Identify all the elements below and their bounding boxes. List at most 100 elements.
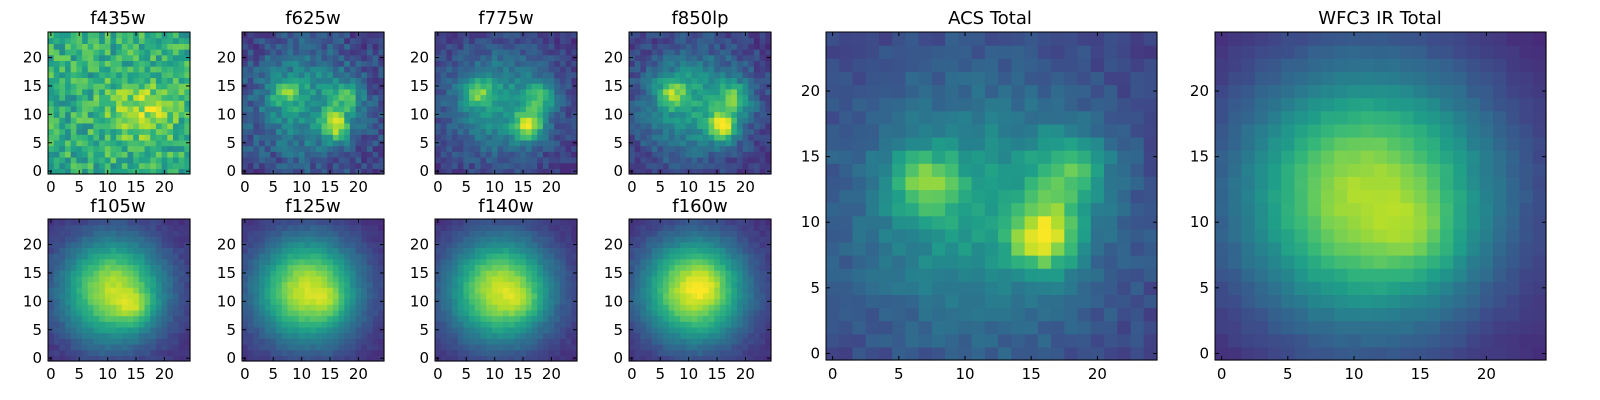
heatmap-cell [685,315,693,322]
heatmap-cell [161,37,168,44]
heatmap-cell [480,224,487,231]
heatmap-cell [247,32,254,39]
heatmap-cell [87,88,95,96]
heatmap-cell [48,122,55,130]
heatmap-cell [469,111,476,118]
heatmap-cell [719,117,727,124]
heatmap-cell [82,338,89,345]
heatmap-cell [99,49,106,56]
heatmap-cell [76,37,83,44]
heatmap-cell [344,128,351,135]
heatmap-cell [640,321,647,328]
heatmap-cell [668,304,676,311]
heatmap-cell [457,241,464,248]
heatmap-cell [161,332,168,339]
heatmap-cell [452,224,459,231]
heatmap-cell [59,83,66,90]
heatmap-cell [753,355,761,362]
heatmap-cell [508,247,516,254]
heatmap-cell [310,304,317,311]
heatmap-cell [87,236,95,243]
heatmap-cell [446,128,453,135]
heatmap-cell [321,83,328,90]
heatmap-cell [759,37,766,44]
heatmap-cell [155,60,163,67]
heatmap-cell [646,304,653,311]
heatmap-cell [315,355,323,362]
heatmap-cell [463,77,470,84]
heatmap-cell [759,355,766,362]
heatmap-cell [651,32,658,39]
heatmap-cell [70,287,77,294]
heatmap-cell [53,168,60,175]
heatmap-cell [674,117,681,124]
heatmap-cell [172,128,180,135]
heatmap-cell [691,275,698,283]
heatmap-cell [127,77,134,84]
heatmap-cell [59,32,66,39]
heatmap-cell [121,88,129,96]
heatmap-cell [242,134,249,141]
heatmap-cell [310,287,317,294]
heatmap-cell [708,94,715,101]
heatmap-cell [116,315,123,322]
heatmap-cell [435,349,442,356]
heatmap-cell [708,117,715,124]
heatmap-cell [310,247,317,254]
heatmap-cell [167,100,174,107]
heatmap-cell [70,338,77,345]
heatmap-cell [321,100,328,107]
heatmap-cell [674,111,681,118]
heatmap-cell [281,37,289,44]
heatmap-cell [59,100,66,107]
heatmap-cell [264,247,271,254]
heatmap-cell [537,343,544,351]
heatmap-cell [640,338,647,345]
heatmap-cell [469,134,476,141]
heatmap-cell [748,71,755,79]
heatmap-cell [497,304,504,311]
heatmap-cell [469,253,476,260]
heatmap-cell [338,88,345,96]
heatmap-cell [491,37,499,44]
heatmap-cell [270,37,277,44]
heatmap-cell [542,162,550,169]
heatmap-cell [372,258,379,266]
heatmap-cell [674,145,681,152]
heatmap-cell [491,162,499,169]
heatmap-cell [338,66,345,73]
heatmap-cell [725,100,732,107]
heatmap-cell [719,343,727,351]
heatmap-cell [167,83,174,90]
heatmap-cell [87,219,95,226]
heatmap-cell [121,83,129,90]
heatmap-cell [59,315,66,322]
heatmap-cell [82,315,89,322]
heatmap-cell [48,162,55,169]
heatmap-cell [508,338,516,345]
heatmap-cell [247,54,254,61]
heatmap-cell [663,100,670,107]
heatmap-cell [242,292,249,300]
heatmap-cell [133,162,140,169]
heatmap-cell [463,66,470,73]
heatmap-cell [680,275,687,283]
heatmap-cell [680,326,687,334]
heatmap-cell [259,66,266,73]
y-tick-label: 15 [217,77,236,95]
heatmap-cell [640,43,647,50]
heatmap-cell [508,168,516,175]
heatmap-cell [349,349,357,356]
heatmap-cell [537,287,544,294]
heatmap-cell [65,37,72,44]
heatmap-cell [276,287,283,294]
heatmap-cell [167,117,174,124]
heatmap-cell [525,275,533,283]
heatmap-cell [372,60,379,67]
heatmap-cell [651,355,658,362]
heatmap-cell [571,151,578,158]
heatmap-cell [571,94,578,101]
heatmap-cell [634,77,641,84]
heatmap-cell [520,151,527,158]
heatmap-cell [144,224,151,231]
